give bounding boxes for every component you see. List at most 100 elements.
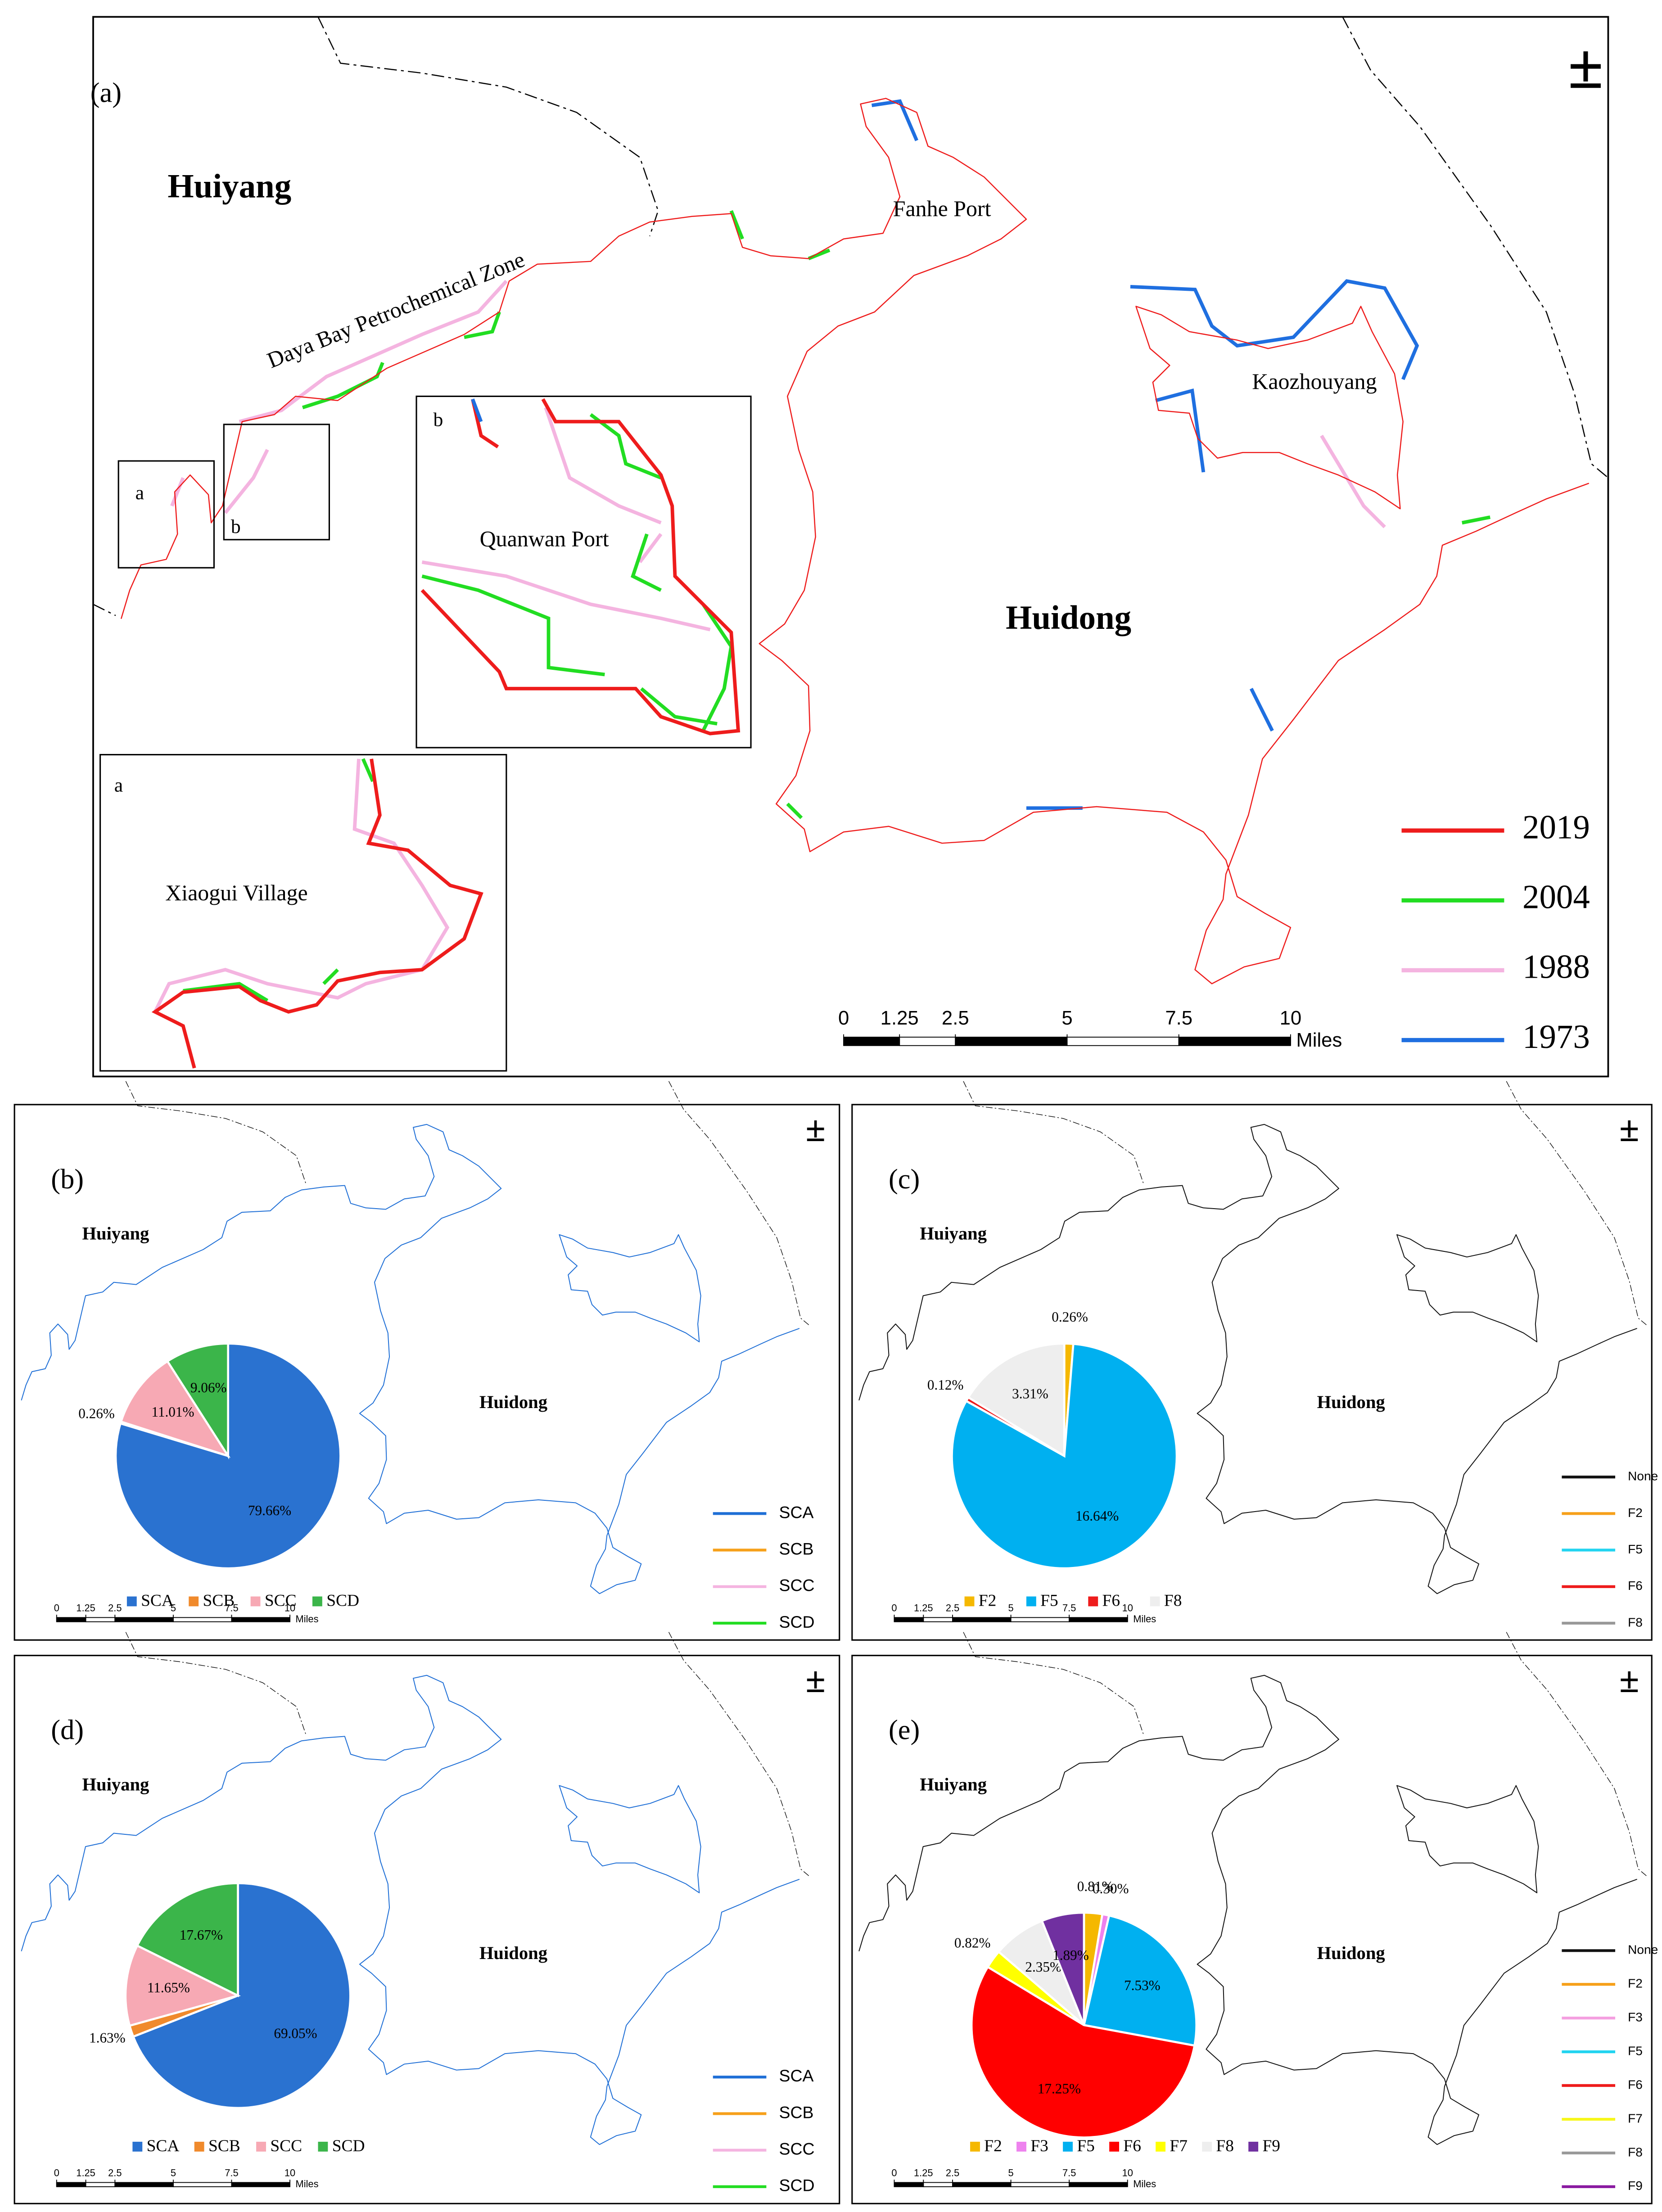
coastline-2004: [183, 758, 375, 1002]
panel-label: (b): [51, 1163, 84, 1195]
legend-label: F2: [1628, 1977, 1643, 1991]
place-label: Huidong: [479, 1943, 547, 1963]
pie-slice: [966, 1342, 1066, 1458]
pie-legend-swatch: [1150, 1596, 1160, 1607]
legend-label: F9: [1628, 2179, 1643, 2193]
pie-legend-label: F7: [1170, 2137, 1188, 2155]
scale-segment: [894, 1617, 924, 1622]
scale-label: 5: [171, 2167, 176, 2179]
scale-segment: [923, 1617, 953, 1622]
scale-label: 2.5: [946, 2167, 959, 2179]
legend-label: F6: [1628, 1579, 1643, 1593]
legend-label: SCC: [779, 2140, 814, 2158]
admin-boundary: [1342, 16, 1609, 479]
legend-label: SCC: [779, 1576, 814, 1595]
pie-legend-label: SCB: [203, 1592, 235, 1610]
pie-legend-label: F5: [1077, 2137, 1095, 2155]
scale-label: 7.5: [1062, 2167, 1076, 2179]
place-label: Huiyang: [82, 1774, 149, 1794]
legend-label: F7: [1628, 2111, 1643, 2125]
scale-segment: [231, 1617, 290, 1622]
scale-segment: [85, 2182, 116, 2187]
panel-label: (d): [51, 1714, 84, 1746]
panel-frame: [851, 1104, 1653, 1641]
legend-label: SCD: [779, 2176, 814, 2195]
panel-label: (c): [889, 1163, 920, 1195]
legend-label: 2004: [1522, 878, 1590, 916]
pie-value-label: 0.81%: [1077, 1878, 1114, 1894]
scale-label: 1.25: [914, 1602, 933, 1613]
inset-label: b: [231, 516, 241, 537]
scale-label: 1.25: [914, 2167, 933, 2179]
pie-slice: [124, 1944, 241, 2027]
scale-label: 10: [1122, 2167, 1133, 2179]
pie-legend-label: F8: [1216, 2137, 1234, 2155]
coastline: [858, 1675, 1638, 2145]
admin-boundary: [125, 1632, 810, 1877]
legend-label: F5: [1628, 1542, 1643, 1556]
scale-unit: Miles: [1133, 2178, 1156, 2189]
scale-segment: [114, 1617, 174, 1622]
scale-label: 0: [891, 2167, 897, 2179]
map-panel: (e) ± Huiyang Huidong 0.81%0.30% 7.53% 17.25% 0…: [851, 1632, 1658, 2204]
panel-label: (a): [90, 77, 122, 108]
pie-slice: [135, 1882, 239, 1997]
scale-label: 10: [1122, 1602, 1133, 1613]
scale-segment: [85, 1617, 116, 1622]
scale-segment: [1178, 1037, 1291, 1046]
inset-label: a: [114, 774, 123, 796]
scale-label: 10: [285, 1602, 295, 1613]
legend-label: None: [1628, 1943, 1658, 1957]
pie-legend-swatch: [194, 2141, 204, 2152]
pie-slice: [166, 1342, 230, 1460]
coastline-1988: [153, 758, 450, 1013]
pie-legend-swatch: [1202, 2141, 1212, 2152]
scale-segment: [56, 2182, 86, 2187]
admin-boundary: [963, 1632, 1648, 1877]
pie-legend-label: SCC: [265, 1592, 297, 1610]
coastline-1988: [421, 407, 711, 632]
pie-value-label: 0.26%: [1052, 1309, 1088, 1325]
legend-label: F3: [1628, 2010, 1643, 2024]
scale-label: 0: [54, 2167, 59, 2179]
scale-label: 0: [838, 1007, 849, 1029]
pie-slice: [119, 1359, 231, 1458]
pie-legend-swatch: [126, 1596, 137, 1607]
pie-legend-label: SCD: [326, 1592, 359, 1610]
scale-label: 1.25: [76, 1602, 95, 1613]
pie-legend-label: F5: [1040, 1592, 1058, 1610]
scale-segment: [899, 1037, 956, 1046]
legend-label: SCA: [779, 1503, 813, 1521]
legend-label: F8: [1628, 1615, 1643, 1629]
legend-label: 1988: [1522, 948, 1590, 986]
place-label: Fanhe Port: [893, 196, 991, 221]
pie-value-label: 2.35%: [1025, 1959, 1061, 1975]
scale-segment: [231, 2182, 290, 2187]
panel-frame: [14, 1104, 840, 1641]
scale-segment: [955, 1037, 1068, 1046]
pie-legend-swatch: [318, 2141, 328, 2152]
place-label: Xiaogui Village: [165, 880, 307, 905]
inset-b: [416, 395, 752, 749]
pie-legend-swatch: [250, 1596, 261, 1607]
coastline-1988: [170, 280, 1386, 528]
north-arrow: ±: [1619, 1660, 1639, 1700]
scale-segment: [1010, 1617, 1070, 1622]
scale-label: 5: [171, 1602, 176, 1613]
coastline-1973: [471, 398, 483, 422]
scale-segment: [1069, 2182, 1128, 2187]
pie-legend-swatch: [964, 1596, 975, 1607]
scale-label: 1.25: [881, 1007, 919, 1029]
scale-label: 2.5: [942, 1007, 969, 1029]
place-label: Huidong: [1317, 1943, 1385, 1963]
legend-label: F8: [1628, 2145, 1643, 2159]
scale-unit: Miles: [296, 1613, 319, 1625]
scale-segment: [172, 2182, 232, 2187]
scale-segment: [952, 2182, 1012, 2187]
pie-value-label: 17.25%: [1038, 2081, 1081, 2097]
scale-segment: [114, 2182, 174, 2187]
scale-label: 10: [1280, 1007, 1302, 1029]
inset-label: b: [433, 409, 443, 431]
